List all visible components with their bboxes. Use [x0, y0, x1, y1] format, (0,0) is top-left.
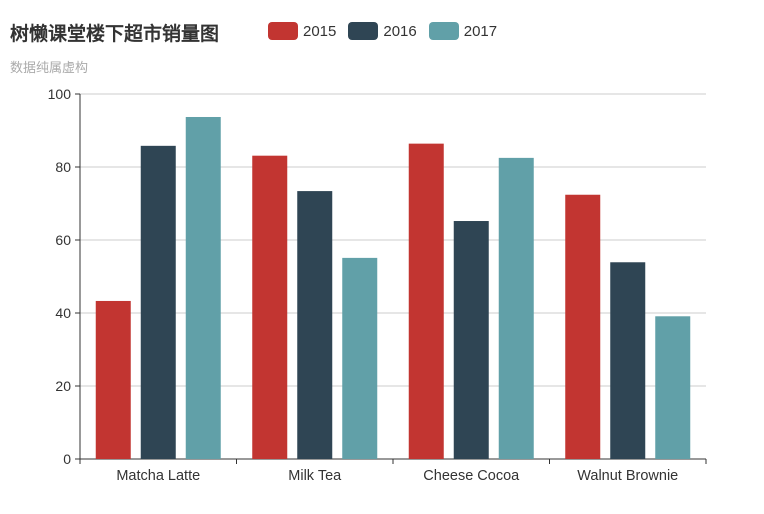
- bar-2017-1: [342, 257, 378, 459]
- bar-2015-3: [565, 194, 601, 460]
- legend-label-2016: 2016: [383, 22, 417, 40]
- y-tick-label: 100: [48, 86, 72, 102]
- bar-2015-1: [252, 155, 288, 459]
- bar-2017-2: [498, 157, 534, 459]
- chart-subtitle: 数据纯属虚构: [10, 61, 89, 76]
- chart-title: 树懒课堂楼下超市销量图: [10, 23, 220, 45]
- bar-2016-1: [297, 191, 333, 459]
- bar-2017-3: [655, 316, 691, 459]
- legend-label-2017: 2017: [463, 22, 498, 40]
- legend-item-2015[interactable]: 2015: [268, 22, 336, 40]
- legend: 2015 2016 2017: [268, 20, 509, 42]
- bar-2017-0: [185, 116, 221, 460]
- y-tick-label: 80: [55, 159, 71, 175]
- legend-swatch-2017: [428, 22, 459, 40]
- legend-swatch-2016: [348, 22, 379, 40]
- y-tick-label: 40: [55, 305, 71, 321]
- y-tick-label: 0: [63, 451, 71, 467]
- legend-label-2015: 2015: [303, 22, 337, 40]
- x-tick-label: Walnut Brownie: [577, 468, 678, 484]
- bar-2016-3: [610, 262, 646, 459]
- bar-2015-0: [95, 300, 131, 459]
- x-tick-label: Cheese Cocoa: [423, 468, 520, 484]
- y-tick-label: 60: [55, 232, 71, 248]
- legend-item-2016[interactable]: 2016: [348, 22, 417, 40]
- x-tick-label: Matcha Latte: [116, 468, 200, 484]
- legend-item-2017[interactable]: 2017: [428, 22, 498, 40]
- bar-2016-0: [140, 145, 176, 459]
- bar-2015-2: [408, 143, 444, 459]
- bar-2016-2: [453, 221, 489, 459]
- legend-swatch-2015: [268, 22, 298, 40]
- y-tick-label: 20: [55, 378, 71, 394]
- x-tick-label: Milk Tea: [288, 468, 342, 484]
